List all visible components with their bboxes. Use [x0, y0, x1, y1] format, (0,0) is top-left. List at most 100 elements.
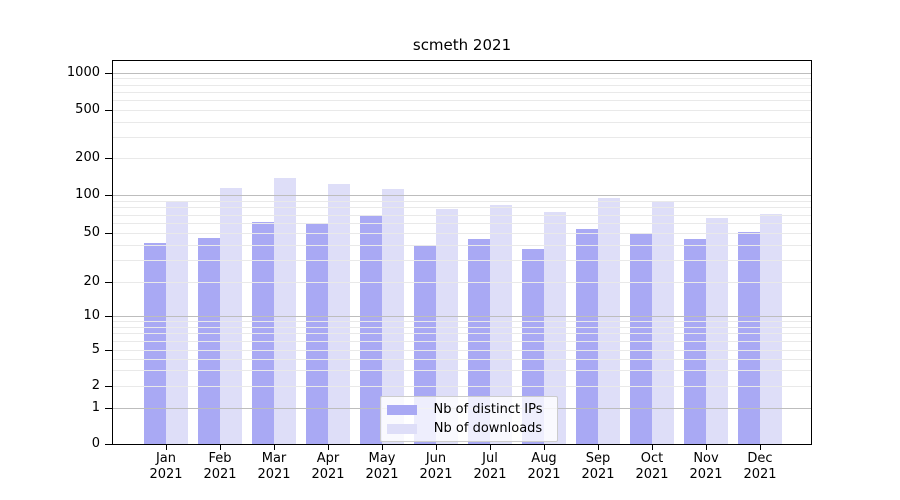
x-tick-mark-dec — [760, 445, 761, 450]
gridline-minor-80 — [113, 207, 811, 209]
x-tick-mark-may — [382, 445, 383, 450]
x-tick-label-jun: Jun 2021 — [419, 451, 453, 482]
gridline-minor-30 — [113, 260, 811, 262]
x-tick-label-may: May 2021 — [365, 451, 399, 482]
bar-downloads-mar — [274, 177, 296, 444]
legend-item-downloads: Nb of downloads — [387, 421, 549, 436]
plot-area: Nb of distinct IPs Nb of downloads — [112, 60, 812, 445]
x-tick-mark-jul — [490, 445, 491, 450]
gridline-major-1000 — [113, 72, 811, 74]
y-tick-label-50: 50 — [83, 225, 100, 241]
bar-distinct-ips-oct — [630, 233, 652, 444]
x-tick-label-feb: Feb 2021 — [203, 451, 237, 482]
gridline-minor-40 — [113, 245, 811, 247]
x-tick-mark-jan — [166, 445, 167, 450]
y-tick-mark-1 — [105, 407, 112, 409]
x-tick-mark-feb — [220, 445, 221, 450]
gridline-minor-60 — [113, 223, 811, 225]
gridline-minor-200 — [113, 158, 811, 160]
x-tick-label-jan: Jan 2021 — [149, 451, 183, 482]
y-tick-label-500: 500 — [75, 102, 100, 117]
y-tick-label-2: 2 — [91, 378, 100, 393]
x-tick-mark-apr — [328, 445, 329, 450]
x-tick-label-dec: Dec 2021 — [743, 451, 777, 482]
gridline-minor-600 — [113, 100, 811, 102]
bar-downloads-apr — [328, 183, 350, 444]
bar-downloads-oct — [652, 200, 674, 444]
x-tick-label-nov: Nov 2021 — [689, 451, 723, 482]
gridline-minor-500 — [113, 110, 811, 111]
x-tick-mark-aug — [544, 445, 545, 450]
y-tick-label-10: 10 — [83, 308, 100, 323]
bar-distinct-ips-mar — [252, 222, 274, 444]
gridline-minor-50 — [113, 233, 811, 235]
x-tick-label-sep: Sep 2021 — [581, 451, 615, 482]
gridline-minor-70 — [113, 214, 811, 216]
y-tick-label-0: 0 — [91, 436, 100, 452]
gridline-minor-3 — [113, 370, 811, 372]
bar-downloads-nov — [706, 217, 728, 444]
bar-distinct-ips-sep — [576, 229, 598, 444]
y-tick-label-200: 200 — [75, 150, 100, 166]
gridline-minor-400 — [113, 121, 811, 123]
gridline-minor-2 — [113, 386, 811, 387]
chart-title: scmeth 2021 — [412, 36, 512, 54]
gridline-minor-8 — [113, 326, 811, 328]
y-tick-mark-50 — [105, 233, 112, 235]
legend-item-distinct-ips: Nb of distinct IPs — [387, 402, 549, 417]
y-tick-mark-500 — [105, 110, 112, 111]
bar-distinct-ips-jun — [414, 246, 436, 444]
y-tick-label-1000: 1000 — [66, 64, 100, 80]
y-tick-label-5: 5 — [91, 342, 100, 357]
gridline-minor-20 — [113, 281, 811, 283]
gridline-minor-6 — [113, 341, 811, 343]
y-tick-mark-1000 — [105, 72, 112, 74]
x-tick-mark-oct — [652, 445, 653, 450]
legend: Nb of distinct IPs Nb of downloads — [380, 396, 558, 442]
y-tick-mark-0 — [105, 444, 112, 446]
y-tick-mark-10 — [105, 316, 112, 317]
gridline-minor-900 — [113, 78, 811, 80]
y-tick-mark-20 — [105, 281, 112, 283]
gridline-minor-700 — [113, 91, 811, 93]
bar-downloads-sep — [598, 197, 620, 444]
x-tick-mark-jun — [436, 445, 437, 450]
gridline-minor-7 — [113, 333, 811, 335]
legend-label-distinct-ips: Nb of distinct IPs — [433, 402, 543, 417]
y-tick-mark-2 — [105, 386, 112, 387]
y-tick-label-1: 1 — [91, 399, 100, 415]
bar-downloads-jun — [436, 208, 458, 444]
x-tick-label-jul: Jul 2021 — [473, 451, 507, 482]
gridline-minor-4 — [113, 358, 811, 360]
x-tick-mark-mar — [274, 445, 275, 450]
bar-distinct-ips-jan — [144, 242, 166, 444]
gridline-major-10 — [113, 316, 811, 317]
gridline-minor-90 — [113, 200, 811, 202]
gridline-minor-300 — [113, 136, 811, 138]
bar-distinct-ips-dec — [738, 232, 760, 444]
legend-swatch-downloads — [387, 423, 417, 434]
x-tick-label-oct: Oct 2021 — [635, 451, 669, 482]
gridline-minor-5 — [113, 350, 811, 351]
bar-downloads-dec — [760, 213, 782, 444]
bar-distinct-ips-may — [360, 216, 382, 444]
legend-label-downloads: Nb of downloads — [433, 421, 543, 436]
bar-distinct-ips-feb — [198, 237, 220, 444]
x-tick-label-mar: Mar 2021 — [257, 451, 291, 482]
bar-downloads-jan — [166, 200, 188, 444]
y-tick-mark-200 — [105, 158, 112, 160]
y-tick-label-20: 20 — [83, 273, 100, 289]
y-tick-mark-5 — [105, 350, 112, 351]
y-tick-label-100: 100 — [75, 187, 100, 202]
x-tick-label-aug: Aug 2021 — [527, 451, 561, 482]
x-tick-mark-sep — [598, 445, 599, 450]
legend-swatch-distinct-ips — [387, 404, 417, 415]
x-tick-mark-nov — [706, 445, 707, 450]
bar-downloads-jul — [490, 205, 512, 444]
y-tick-mark-100 — [105, 195, 112, 196]
gridline-minor-9 — [113, 321, 811, 323]
x-tick-label-apr: Apr 2021 — [311, 451, 345, 482]
gridline-minor-800 — [113, 84, 811, 86]
gridline-major-100 — [113, 195, 811, 196]
